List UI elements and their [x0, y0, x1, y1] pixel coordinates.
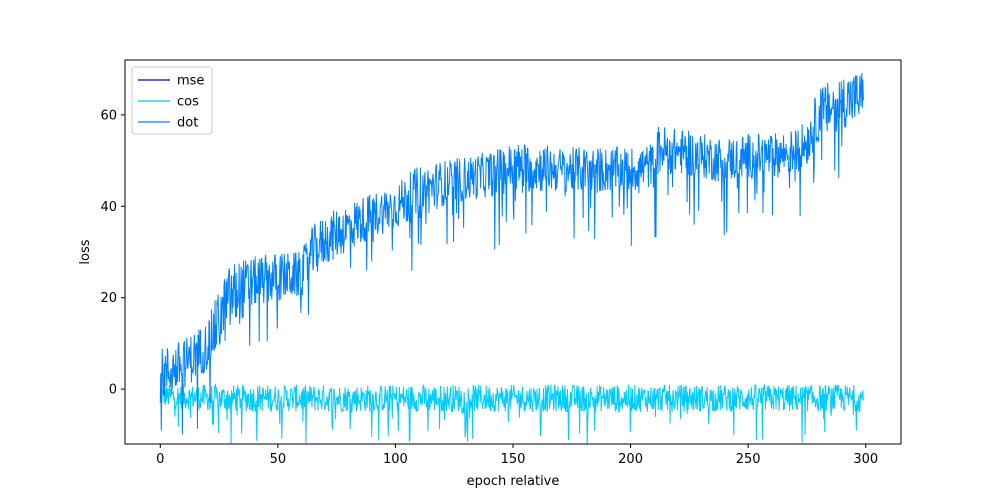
cos-line — [159, 382, 864, 444]
legend-label-dot: dot — [177, 116, 198, 131]
series-cos — [159, 382, 864, 444]
legend: mse cos dot — [131, 66, 213, 135]
series-layer — [159, 73, 864, 444]
y-tick-label: 60 — [100, 108, 117, 123]
x-tick-label: 200 — [618, 452, 643, 467]
x-tick-label: 300 — [853, 452, 878, 467]
x-axis-label: epoch relative — [467, 474, 560, 489]
x-axis: 0 50 100 150 200 250 300 — [156, 444, 878, 467]
y-tick-label: 0 — [109, 383, 117, 398]
x-tick-label: 0 — [156, 452, 164, 467]
y-tick-label: 20 — [100, 291, 117, 306]
y-tick-label: 40 — [100, 200, 117, 215]
x-tick-label: 100 — [383, 452, 408, 467]
x-tick-label: 150 — [501, 452, 526, 467]
x-tick-label: 50 — [270, 452, 287, 467]
x-tick-label: 250 — [736, 452, 761, 467]
dot-line — [159, 73, 864, 435]
y-axis-label: loss — [78, 239, 93, 264]
y-axis: 0 20 40 60 — [100, 108, 125, 398]
legend-label-mse: mse — [177, 74, 204, 89]
plot-frame — [124, 59, 902, 445]
legend-label-cos: cos — [177, 95, 199, 110]
legend-box — [131, 66, 213, 135]
series-dot — [159, 73, 864, 435]
